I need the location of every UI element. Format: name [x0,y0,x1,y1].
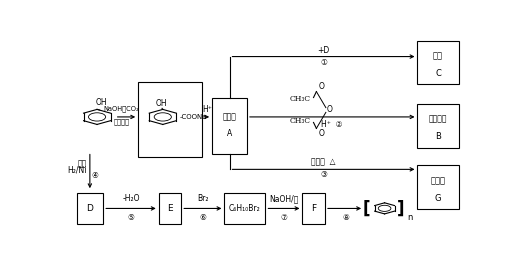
Text: Br₂: Br₂ [197,195,209,204]
Text: -H₂O: -H₂O [122,195,140,204]
Text: NaOH/醇: NaOH/醇 [269,195,298,204]
Bar [303,193,325,224]
Text: O: O [319,129,324,138]
Text: 香料: 香料 [433,51,443,60]
Text: ⑧: ⑧ [342,213,349,222]
Text: O: O [326,105,332,115]
Text: CH₃C: CH₃C [290,95,311,103]
Text: OH: OH [96,98,108,107]
Text: F: F [311,204,316,213]
Text: 阿司匹林: 阿司匹林 [429,115,447,124]
Text: 一定条件: 一定条件 [114,118,130,125]
Bar [418,41,458,84]
Text: -COONa: -COONa [179,114,207,120]
Text: OH: OH [155,99,167,108]
Text: NaOH、CO₂: NaOH、CO₂ [104,105,139,112]
Text: 足量: 足量 [77,159,86,168]
Text: E: E [167,204,173,213]
Text: ⑤: ⑤ [128,213,135,222]
Text: ⑦: ⑦ [280,213,287,222]
Text: n: n [407,213,412,222]
Text: 浓硫酸  △: 浓硫酸 △ [311,157,335,166]
Bar [76,193,103,224]
Bar [418,166,458,209]
Text: D: D [86,204,93,213]
Text: C₆H₁₀Br₂: C₆H₁₀Br₂ [229,204,261,213]
Text: B: B [435,132,441,141]
Bar [212,98,247,153]
Text: CH₃C: CH₃C [290,117,311,125]
Text: 缩聚物: 缩聚物 [430,176,446,185]
Bar [224,193,266,224]
Text: ④: ④ [91,171,98,180]
Text: ③: ③ [320,170,327,179]
Text: G: G [435,194,441,203]
Text: ]: ] [398,199,405,217]
Text: +D: +D [317,45,330,54]
Text: H⁺: H⁺ [202,105,212,114]
Text: ⑥: ⑥ [199,213,206,222]
Text: H⁺  ②: H⁺ ② [322,121,343,130]
Bar [158,193,181,224]
Text: [: [ [363,199,370,217]
Text: O: O [319,82,324,91]
Text: 水杨酸: 水杨酸 [223,112,236,121]
Text: H₂/Ni: H₂/Ni [67,166,86,175]
Bar [138,82,202,158]
Text: C: C [435,69,441,78]
Text: ①: ① [320,58,327,67]
Bar [418,104,458,148]
Text: A: A [227,129,232,138]
